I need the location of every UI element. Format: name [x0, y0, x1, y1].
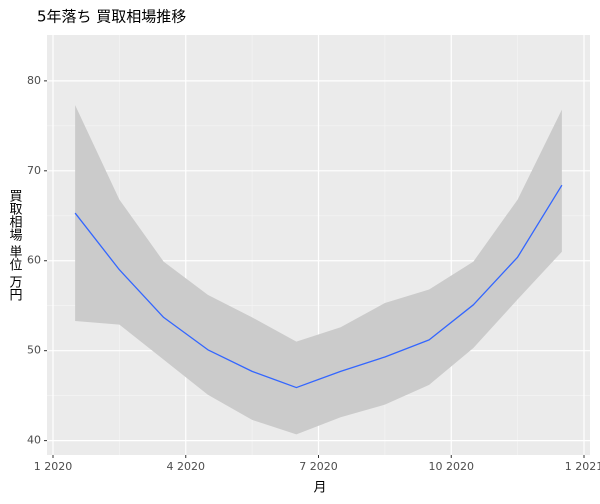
y-tick-label: 70 — [27, 164, 41, 177]
y-axis-label: 買取相場 単位 万円 — [7, 189, 23, 302]
y-tick-label: 80 — [27, 74, 41, 87]
x-tick-label: 10 2020 — [429, 460, 475, 473]
y-tick-label: 50 — [27, 344, 41, 357]
chart-title: 5年落ち 買取相場推移 — [37, 8, 186, 26]
trend-line — [74, 184, 563, 389]
x-tick-label: 7 2020 — [299, 460, 338, 473]
x-tick-label: 1 2021 — [565, 460, 600, 473]
y-tick-label: 60 — [27, 254, 41, 267]
y-tick-label: 40 — [27, 434, 41, 447]
x-axis-label: 月 — [313, 481, 326, 496]
x-tick-label: 4 2020 — [167, 460, 206, 473]
confidence-band — [75, 105, 562, 435]
x-tick-label: 1 2020 — [34, 460, 73, 473]
